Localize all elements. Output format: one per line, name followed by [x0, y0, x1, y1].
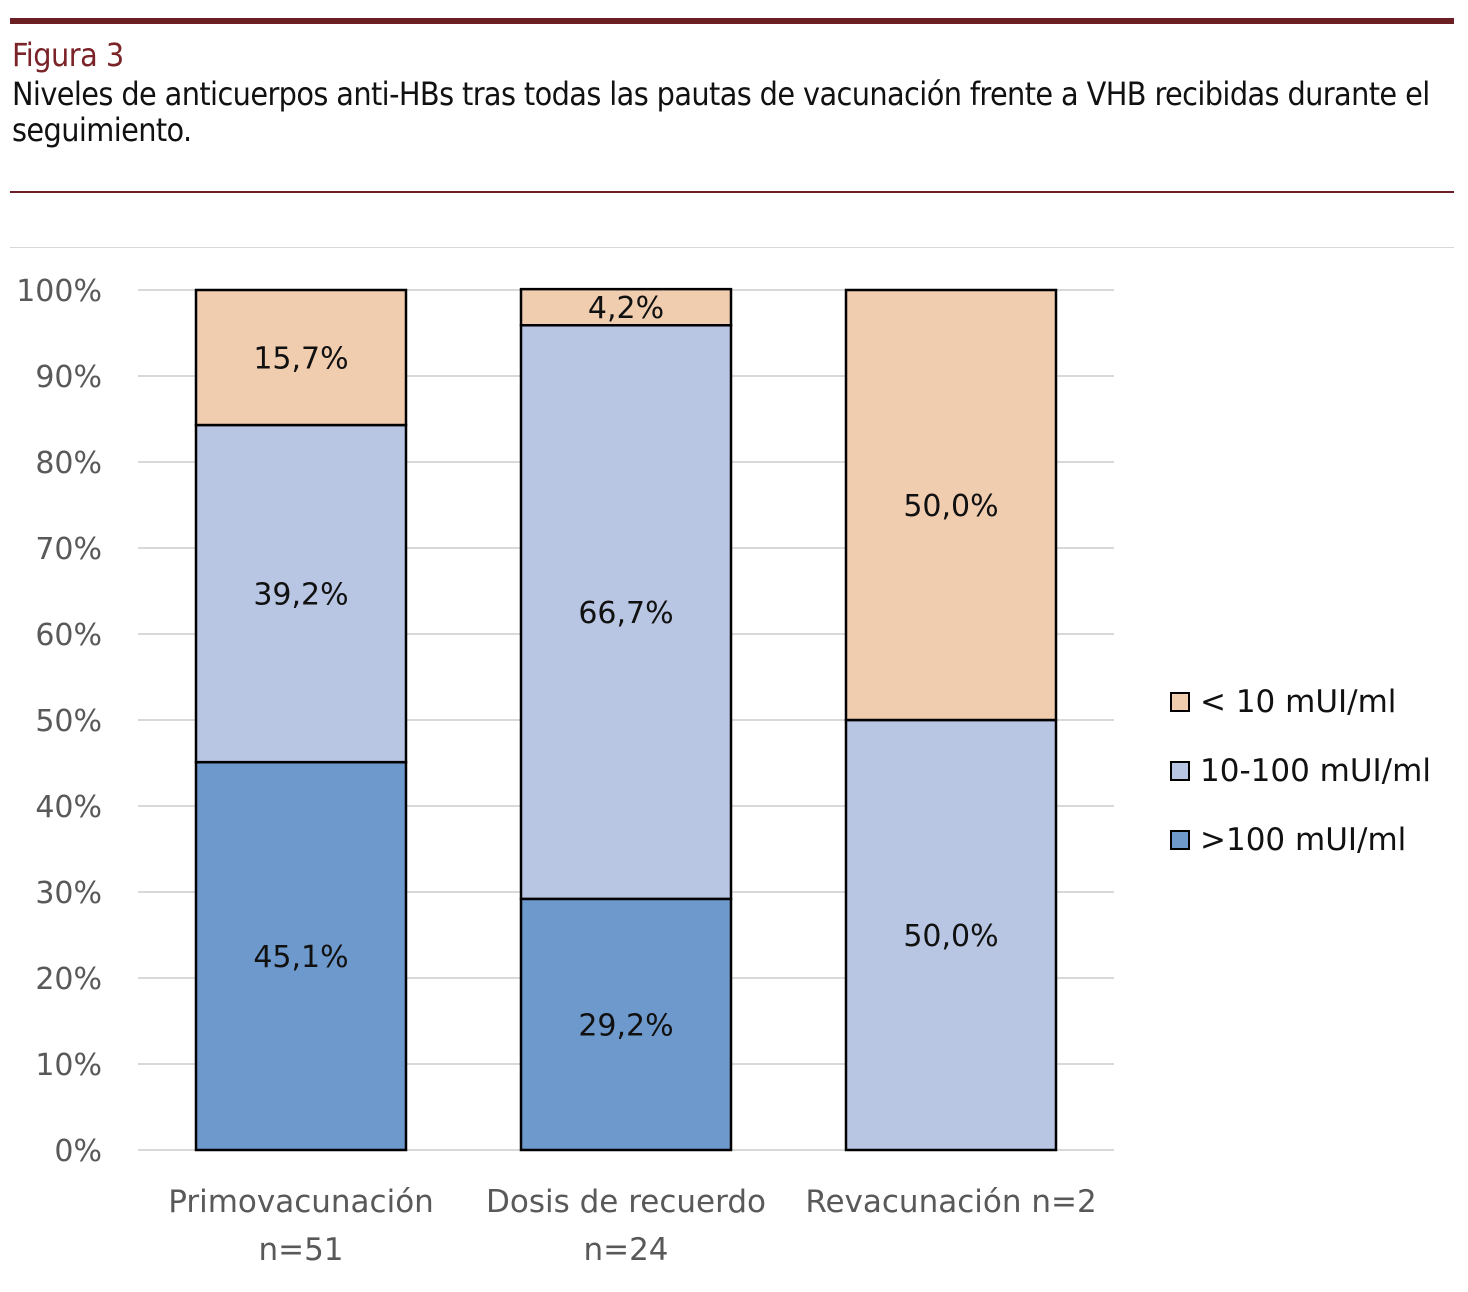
figure-label: Figura 3 [12, 36, 124, 74]
data-label: 45,1% [253, 940, 348, 975]
data-label: 39,2% [253, 578, 348, 613]
x-category-label: Primovacunación [168, 1184, 434, 1220]
figure-caption: Niveles de anticuerpos anti-HBs tras tod… [12, 75, 1430, 149]
data-label: 29,2% [578, 1008, 673, 1043]
legend-item-high: >100 mUI/ml [1170, 820, 1406, 860]
bar-segment [844, 718, 1058, 1152]
bar-segment [844, 288, 1058, 722]
x-category-label: n=24 [583, 1232, 668, 1268]
bar-segment [519, 324, 733, 901]
y-tick-label: 70% [35, 532, 102, 567]
x-category-label: n=51 [258, 1232, 343, 1268]
bar-segment [519, 287, 733, 327]
top-rule [10, 18, 1454, 24]
bar-segment [194, 760, 408, 1152]
legend-label-mid: 10-100 mUI/ml [1200, 753, 1431, 789]
legend-swatch-low [1170, 692, 1190, 712]
x-category-label: Dosis de recuerdo [486, 1184, 766, 1220]
bar-segment [194, 288, 408, 427]
data-label: 4,2% [588, 291, 664, 326]
y-tick-label: 80% [35, 446, 102, 481]
y-tick-label: 60% [35, 618, 102, 653]
y-tick-label: 100% [16, 274, 102, 309]
legend-swatch-high [1170, 830, 1190, 850]
caption-rule [10, 191, 1454, 193]
y-tick-label: 30% [35, 876, 102, 911]
data-label: 15,7% [253, 342, 348, 377]
y-tick-label: 0% [54, 1134, 102, 1169]
legend-label-low: < 10 mUI/ml [1200, 684, 1397, 720]
data-label: 66,7% [578, 596, 673, 631]
legend-label-high: >100 mUI/ml [1200, 822, 1407, 858]
legend-item-low: < 10 mUI/ml [1170, 682, 1396, 722]
bar-segment [194, 423, 408, 764]
legend-item-mid: 10-100 mUI/ml [1170, 751, 1431, 791]
y-tick-label: 90% [35, 360, 102, 395]
y-tick-label: 20% [35, 962, 102, 997]
y-tick-label: 40% [35, 790, 102, 825]
y-tick-label: 50% [35, 704, 102, 739]
x-category-label: Revacunación n=2 [805, 1184, 1096, 1220]
data-label: 50,0% [903, 489, 998, 524]
data-label: 50,0% [903, 919, 998, 954]
legend-swatch-mid [1170, 761, 1190, 781]
y-tick-label: 10% [35, 1048, 102, 1083]
chart-frame-top [10, 247, 1454, 248]
